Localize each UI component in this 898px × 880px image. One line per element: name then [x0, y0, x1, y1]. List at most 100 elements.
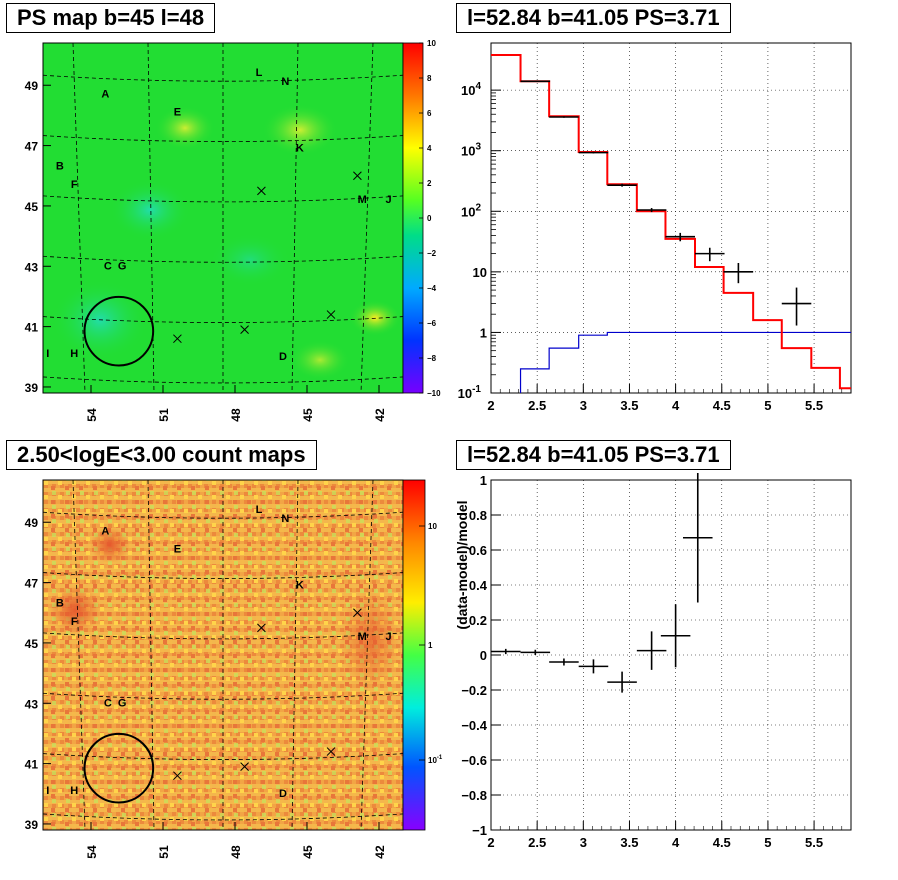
source-label: I	[46, 348, 49, 360]
x-tick-label: 2.5	[528, 398, 546, 413]
y-tick-label: −0.4	[461, 718, 487, 733]
x-tick-label: 45	[301, 408, 315, 422]
colorbar-tick-label: 6	[427, 109, 432, 118]
source-label: L	[256, 67, 263, 79]
meridian-line	[72, 42, 86, 394]
spectrum-plot	[491, 54, 851, 393]
x-tick-label: 51	[157, 408, 171, 422]
x-tick-label: 4.5	[713, 835, 731, 850]
x-tick-label: 54	[85, 845, 99, 859]
x-tick-label: 3.5	[620, 398, 638, 413]
ps-map-grid	[42, 42, 404, 394]
spectrum-frame	[490, 42, 852, 394]
residual-axes: 2 2.5 3 3.5 4 4.5 5 5.5 1 0.8 0.6 0.4 0.2 0 −0.2 −0.4 −0…	[461, 473, 852, 850]
colorbar-tick-label: 4	[427, 144, 432, 153]
colorbar-tick-label: −8	[427, 354, 437, 363]
x-tick-label: 48	[229, 845, 243, 859]
x-tick-label: 5	[764, 398, 771, 413]
residual-grid	[490, 479, 851, 831]
residual-ylabel: (data-model)/model	[454, 500, 470, 629]
source-label: D	[279, 351, 287, 363]
point-source-circle	[83, 732, 155, 804]
meridian-line	[360, 479, 374, 831]
y-tick-label: 49	[25, 79, 39, 93]
x-tick-label: 5.5	[805, 835, 823, 850]
x-tick-label: 4	[672, 835, 680, 850]
x-tick-label: 4.5	[713, 398, 731, 413]
source-label: K	[296, 143, 304, 155]
colorbar-tick-label: 10	[428, 522, 437, 531]
y-tick-label: 47	[25, 140, 39, 154]
source-label: N	[281, 513, 289, 525]
y-tick-label: 0.2	[469, 613, 487, 628]
source-label: A	[101, 525, 109, 537]
source-label: F	[71, 179, 78, 191]
y-tick-label: 47	[25, 577, 39, 591]
ps-map-warm-region	[155, 106, 215, 150]
x-tick-label: 42	[373, 845, 387, 859]
y-tick-label: 0.6	[469, 543, 487, 558]
ps-map-warm-region	[262, 104, 338, 156]
colorbar-tick-label: 8	[427, 74, 432, 83]
y-tick-label: 41	[25, 758, 39, 772]
y-tick-label: 43	[25, 260, 39, 274]
x-tick-label: 2	[487, 398, 494, 413]
cross-marker	[326, 310, 336, 319]
y-tick-label: 104	[461, 81, 481, 98]
source-label: F	[71, 616, 78, 628]
y-tick-label: 45	[25, 637, 39, 651]
y-tick-label: 39	[25, 818, 39, 832]
y-tick-label: 103	[461, 142, 481, 159]
meridian-line	[291, 42, 299, 394]
source-label: H	[70, 785, 78, 797]
background-model-line	[519, 331, 851, 393]
source-label: C	[104, 260, 112, 272]
source-label: I	[46, 785, 49, 797]
colorbar-tick-label: −4	[427, 284, 437, 293]
y-tick-label: 1	[480, 325, 487, 340]
cross-marker	[353, 608, 362, 618]
source-label: A	[101, 88, 109, 100]
count-map-title: 2.50<logE<3.00 count maps	[6, 440, 317, 470]
ps-map-axes: 54 51 48 45 42 39 41 43 45 47 49	[25, 79, 387, 421]
y-tick-label: 0.4	[469, 578, 488, 593]
ps-map-colorbar-ticks: 10 8 6 4 2 0 −2 −4 −6 −8 −10	[419, 39, 441, 398]
meridian-line	[147, 479, 155, 831]
count-map-colorbar-ticks: 10 1 10-1	[419, 522, 443, 765]
colorbar-tick-label: 1	[428, 641, 433, 650]
colorbar-tick-label: 10-1	[428, 755, 443, 765]
source-label: E	[174, 106, 181, 118]
cross-marker	[240, 762, 249, 771]
x-tick-label: 5.5	[805, 398, 823, 413]
x-tick-label: 3	[580, 398, 587, 413]
spectrum-axes: 2 2.5 3 3.5 4 4.5 5 5.5 10-1 1 10 102 103 104	[458, 81, 852, 413]
count-map-panel: A B C G D E F H I J K L M N 54 51 48 45 42 39 41 43 45 47 49 10…	[25, 479, 443, 859]
x-tick-label: 3.5	[620, 835, 638, 850]
spectrum-panel: 2 2.5 3 3.5 4 4.5 5 5.5 10-1 1 10 102 103 104	[458, 42, 852, 413]
x-tick-label: 2.5	[528, 835, 546, 850]
x-tick-label: 42	[373, 408, 387, 422]
y-tick-label: −0.2	[461, 683, 487, 698]
y-tick-label: 102	[461, 202, 481, 219]
count-map-colorbar	[402, 479, 426, 831]
y-tick-label: −1	[472, 823, 487, 838]
source-label: B	[56, 598, 64, 610]
cross-marker	[173, 334, 182, 344]
ps-map-cool-region	[110, 180, 190, 240]
source-label: L	[256, 504, 263, 516]
cross-marker	[257, 186, 266, 196]
source-label: K	[296, 580, 304, 592]
x-tick-label: 4	[672, 398, 680, 413]
y-tick-label: 43	[25, 697, 39, 711]
y-tick-label: 45	[25, 200, 39, 214]
cross-marker	[326, 747, 336, 756]
source-label: M	[358, 194, 367, 206]
source-label: J	[386, 194, 392, 206]
x-tick-label: 51	[157, 845, 171, 859]
source-label: B	[56, 161, 64, 173]
cross-marker	[353, 171, 362, 181]
source-label: N	[281, 76, 289, 88]
x-tick-label: 3	[580, 835, 587, 850]
